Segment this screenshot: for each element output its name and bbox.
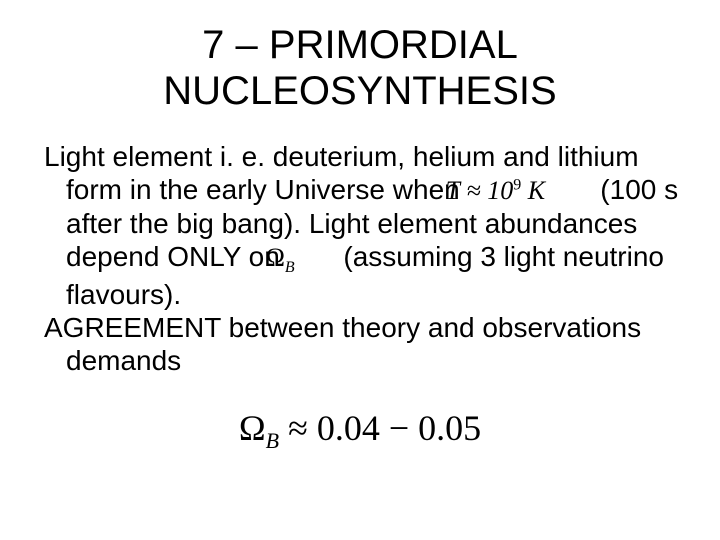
slide-title: 7 – PRIMORDIAL NUCLEOSYNTHESIS bbox=[40, 22, 680, 114]
t-variable: T bbox=[446, 176, 460, 205]
kelvin-unit: K bbox=[528, 176, 545, 205]
approx-symbol: ≈ bbox=[466, 176, 480, 205]
ten-base: 10 bbox=[487, 176, 513, 205]
final-omega: Ω bbox=[239, 408, 266, 448]
exponent-9: 9 bbox=[513, 176, 521, 193]
slide-body: Light element i. e. deuterium, helium an… bbox=[40, 140, 680, 377]
omega-subscript: B bbox=[285, 259, 295, 276]
final-equation: ΩB ≈ 0.04 − 0.05 bbox=[40, 407, 680, 454]
omega-b-symbol: ΩB bbox=[288, 243, 336, 278]
final-rhs: ≈ 0.04 − 0.05 bbox=[279, 408, 481, 448]
slide-container: 7 – PRIMORDIAL NUCLEOSYNTHESIS Light ele… bbox=[0, 0, 720, 540]
omega-char: Ω bbox=[266, 243, 285, 272]
title-line-1: 7 – PRIMORDIAL bbox=[202, 23, 518, 67]
final-omega-sub: B bbox=[266, 428, 279, 453]
temperature-formula: T ≈ 109 K bbox=[468, 176, 593, 207]
title-line-2: NUCLEOSYNTHESIS bbox=[163, 69, 556, 113]
paragraph-2: AGREEMENT between theory and observation… bbox=[44, 311, 680, 377]
paragraph-1: Light element i. e. deuterium, helium an… bbox=[44, 140, 680, 311]
